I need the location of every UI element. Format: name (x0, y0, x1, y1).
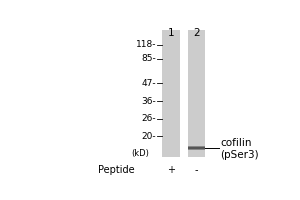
Text: 20-: 20- (142, 132, 156, 141)
Bar (188, 30, 206, 157)
Text: 1: 1 (168, 28, 175, 38)
Text: (kD): (kD) (131, 149, 149, 158)
Text: 26-: 26- (142, 114, 156, 123)
Text: 47-: 47- (142, 79, 156, 88)
Text: -: - (195, 165, 199, 175)
Text: 85-: 85- (141, 54, 156, 63)
Text: Peptide: Peptide (98, 165, 135, 175)
Text: 118-: 118- (136, 40, 156, 49)
Text: 36-: 36- (141, 97, 156, 106)
Text: cofilin: cofilin (220, 138, 251, 148)
Bar (163, 30, 180, 157)
Text: +: + (167, 165, 175, 175)
Bar (188, 147, 206, 149)
Bar (188, 146, 206, 150)
Text: (pSer3): (pSer3) (220, 150, 259, 160)
Text: 2: 2 (194, 28, 200, 38)
